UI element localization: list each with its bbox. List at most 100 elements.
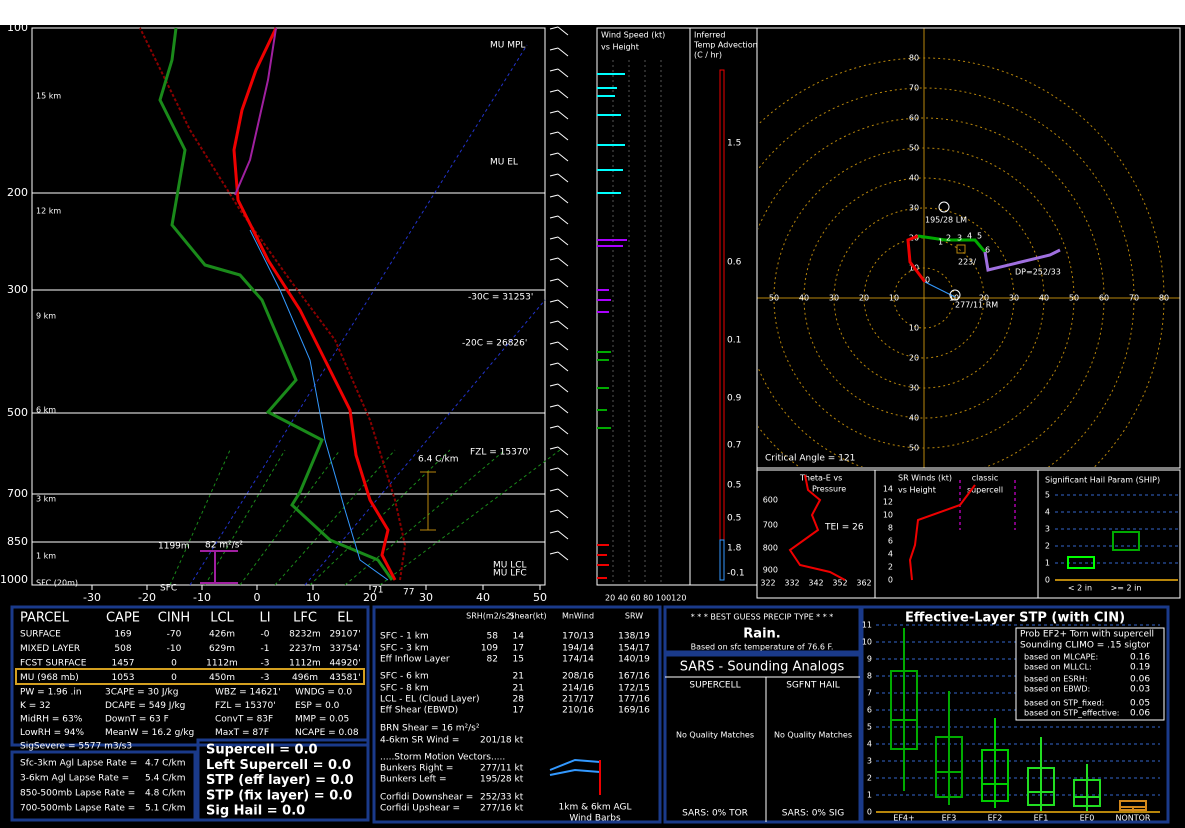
box	[1073, 779, 1101, 807]
box	[15, 668, 365, 685]
box	[1037, 469, 1181, 599]
label: 1199m	[158, 542, 190, 552]
label: 4-6km SR Wind =	[380, 736, 459, 746]
line	[557, 131, 569, 141]
line	[557, 404, 569, 414]
label: SUPERCELL	[689, 681, 740, 691]
line	[549, 110, 559, 114]
label: EF0	[1080, 814, 1095, 823]
label: 8	[867, 672, 872, 681]
line	[549, 488, 559, 492]
label: based on STP_fixed:	[1024, 699, 1104, 708]
label: EF2	[988, 814, 1003, 823]
label: No Quality Matches	[774, 731, 852, 740]
label: 43581'	[329, 673, 360, 683]
label: (C / hr)	[694, 51, 722, 60]
title-bar	[0, 0, 1185, 25]
label: 6.4 C/km	[418, 455, 458, 465]
label: 80	[909, 54, 919, 63]
label: 109	[481, 644, 498, 654]
label: Wind Barbs	[569, 814, 621, 824]
label: 6 km	[36, 406, 56, 415]
line	[557, 320, 569, 330]
line	[557, 341, 569, 351]
line	[169, 449, 231, 586]
line	[549, 194, 559, 198]
label: -10	[193, 591, 211, 604]
label: MeanW = 16.2 g/kg	[105, 728, 194, 738]
label: vs Height	[601, 43, 639, 52]
line	[549, 425, 559, 429]
label: 82	[487, 655, 498, 665]
label: 10	[909, 324, 919, 333]
line	[557, 257, 569, 267]
line	[557, 467, 569, 477]
line	[549, 215, 559, 219]
label: 138/19	[618, 632, 650, 642]
label: 2	[1045, 542, 1050, 551]
label: 9 km	[36, 312, 56, 321]
label: 195/28 kt	[480, 775, 524, 785]
label: SFC	[160, 584, 177, 594]
label: based on EBWD:	[1024, 685, 1090, 694]
box	[935, 736, 963, 798]
line	[557, 89, 569, 99]
label: -20C = 26826'	[462, 339, 527, 349]
label: 850-500mb Lapse Rate =	[20, 789, 135, 799]
label: 214/16	[562, 684, 594, 694]
label: 3	[867, 757, 872, 766]
label: 0.03	[1130, 685, 1150, 695]
label: Supercell = 0.0	[206, 743, 318, 758]
label: 30	[829, 294, 839, 303]
label: 496m	[292, 673, 318, 683]
label: SFC - 1 km	[380, 632, 429, 642]
label: CAPE	[106, 611, 140, 626]
label: 450m	[209, 673, 235, 683]
label: DP=252/33	[1015, 268, 1061, 277]
label: 0	[1045, 576, 1050, 585]
line	[549, 173, 559, 177]
label: LCL	[210, 611, 234, 626]
line	[549, 152, 559, 156]
label: 208/16	[562, 672, 594, 682]
label: 2237m	[289, 644, 321, 654]
label: 300	[7, 283, 28, 296]
label: 11	[862, 621, 872, 630]
label: 80	[1159, 294, 1169, 303]
line	[549, 362, 559, 366]
label: 0.16	[1130, 653, 1150, 663]
box	[956, 244, 966, 254]
label: classic	[972, 474, 998, 483]
label: MnWind	[562, 612, 594, 621]
label: ConvT = 83F	[215, 715, 273, 725]
label: LowRH = 94%	[20, 728, 84, 738]
label: Norman, Oklahoma	[1091, 14, 1178, 24]
label: 29107'	[329, 630, 360, 640]
label: MU EL	[490, 158, 518, 168]
label: 508	[114, 644, 131, 654]
label: 17	[513, 706, 524, 716]
label: 4	[967, 232, 972, 241]
label: 5	[867, 723, 872, 732]
line	[549, 236, 559, 240]
line	[549, 341, 559, 345]
hodo-3-6	[917, 234, 987, 253]
label: 0.19	[1130, 663, 1150, 673]
label: 44920'	[329, 659, 360, 669]
label: -0.1	[727, 569, 745, 579]
label: DCAPE = 549 J/kg	[105, 701, 185, 711]
label: No Quality Matches	[676, 731, 754, 740]
profile	[788, 474, 846, 581]
hodo-0-3	[906, 234, 927, 283]
label: SARS: 0% TOR	[682, 809, 748, 819]
label: 9	[867, 655, 872, 664]
label: 352	[832, 579, 847, 588]
label: 0.9	[727, 394, 742, 404]
label: 21	[513, 684, 524, 694]
label: 4.8 C/km	[145, 789, 185, 799]
label: * * * BEST GUESS PRECIP TYPE * * *	[691, 613, 834, 622]
line	[557, 278, 569, 288]
line	[379, 449, 561, 586]
label: Theta-E vs	[799, 474, 842, 483]
